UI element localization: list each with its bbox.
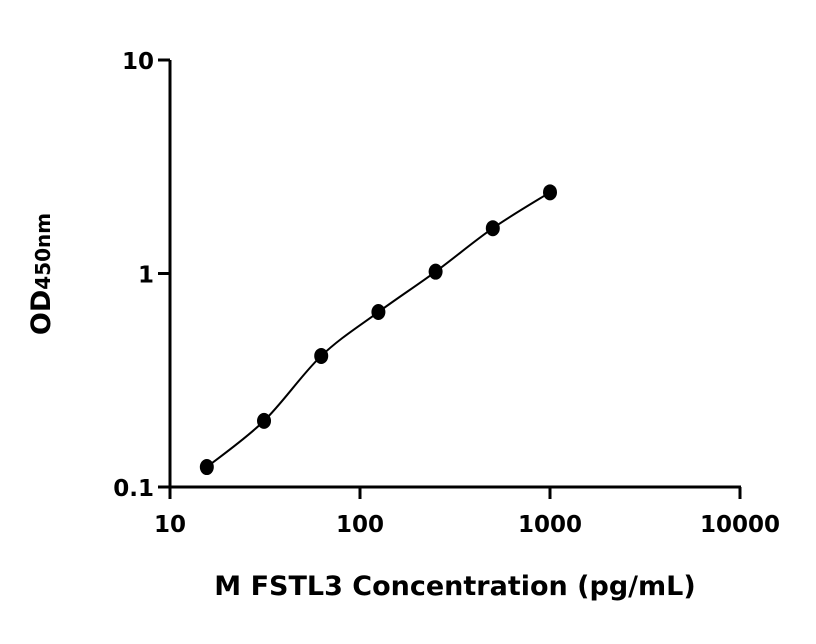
data-point <box>371 304 386 321</box>
data-point <box>428 263 443 280</box>
y-axis-label-sub: 450nm <box>31 213 55 290</box>
y-tick-label: 1 <box>138 263 154 289</box>
x-tick-label: 1000 <box>518 512 582 538</box>
svg-text:OD450nm: OD450nm <box>26 213 57 335</box>
axes <box>168 60 741 489</box>
data-point <box>199 459 214 476</box>
y-tick-label: 10 <box>122 49 154 75</box>
y-tick-label: 0.1 <box>113 476 154 502</box>
x-tick-label: 10 <box>154 512 186 538</box>
ticks: 10 100 1000 10000 0.1 1 10 <box>113 49 780 538</box>
x-axis-label: M FSTL3 Concentration (pg/mL) <box>214 571 695 602</box>
fit-curve <box>206 191 551 468</box>
data-points <box>199 184 557 476</box>
data-point <box>543 184 557 201</box>
data-point <box>485 220 500 237</box>
y-axis-label-main: OD <box>26 290 57 335</box>
x-tick-label: 100 <box>336 512 384 538</box>
y-axis-label: OD450nm <box>26 213 57 335</box>
data-point <box>257 412 272 429</box>
data-point <box>314 347 329 364</box>
x-tick-label: 10000 <box>700 512 780 538</box>
